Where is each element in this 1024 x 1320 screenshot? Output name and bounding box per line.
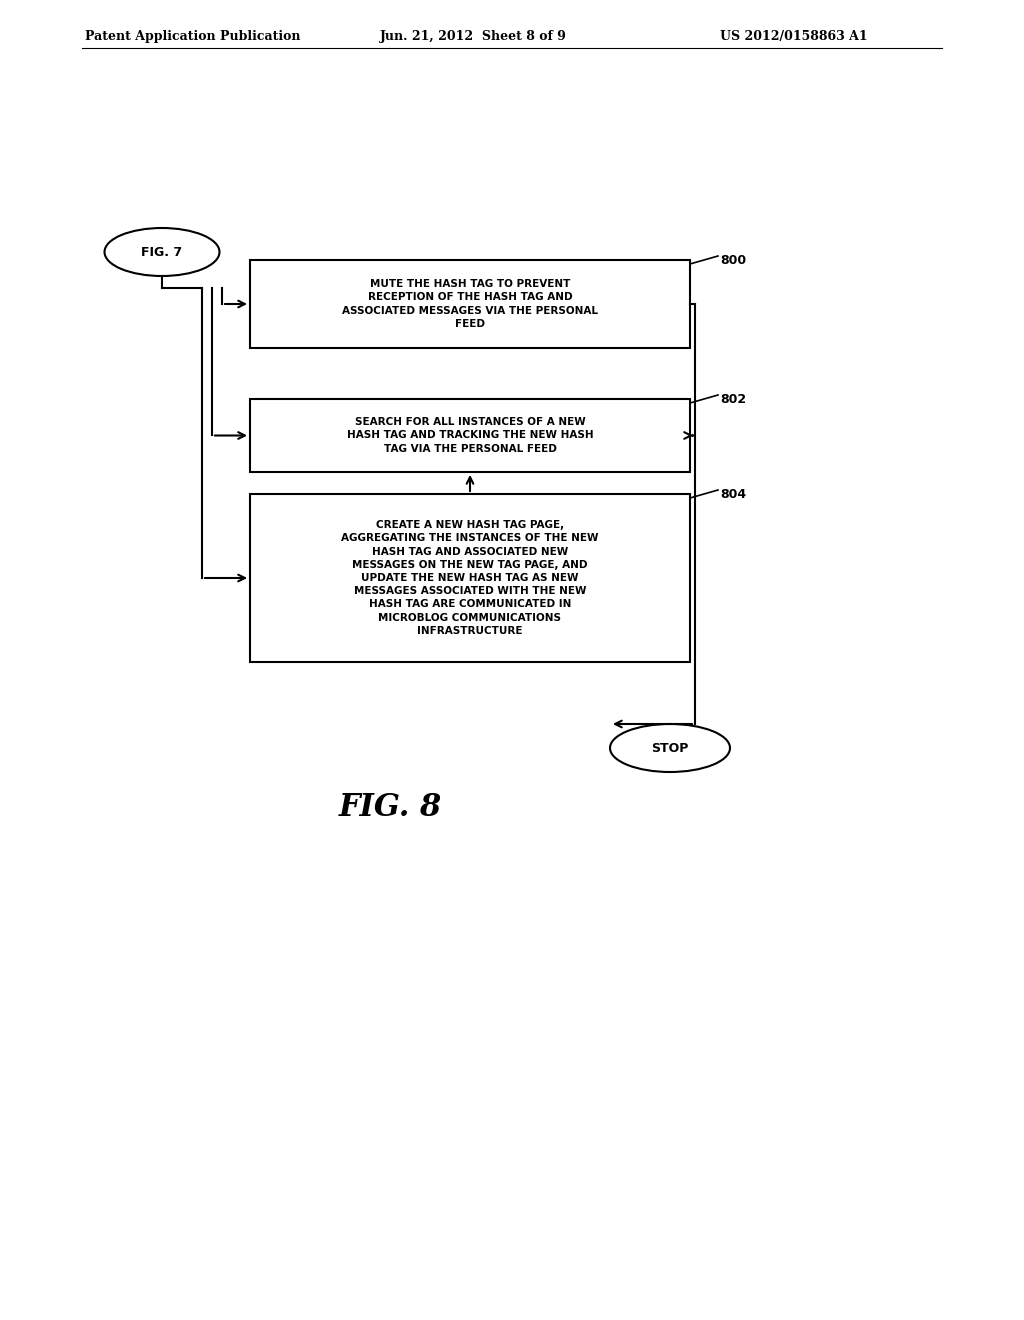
Text: STOP: STOP — [651, 742, 689, 755]
Bar — [250, 494, 690, 663]
Ellipse shape — [610, 723, 730, 772]
Text: FIG. 7: FIG. 7 — [141, 246, 182, 259]
Text: 802: 802 — [720, 393, 746, 407]
Text: FIG. 8: FIG. 8 — [338, 792, 441, 822]
Bar — [250, 260, 690, 348]
Text: SEARCH FOR ALL INSTANCES OF A NEW
HASH TAG AND TRACKING THE NEW HASH
TAG VIA THE: SEARCH FOR ALL INSTANCES OF A NEW HASH T… — [347, 417, 593, 454]
Text: 804: 804 — [720, 488, 746, 502]
Text: Jun. 21, 2012  Sheet 8 of 9: Jun. 21, 2012 Sheet 8 of 9 — [380, 30, 567, 44]
Ellipse shape — [104, 228, 219, 276]
Bar — [250, 399, 690, 473]
Text: 800: 800 — [720, 253, 746, 267]
Text: CREATE A NEW HASH TAG PAGE,
AGGREGATING THE INSTANCES OF THE NEW
HASH TAG AND AS: CREATE A NEW HASH TAG PAGE, AGGREGATING … — [341, 520, 599, 636]
Text: MUTE THE HASH TAG TO PREVENT
RECEPTION OF THE HASH TAG AND
ASSOCIATED MESSAGES V: MUTE THE HASH TAG TO PREVENT RECEPTION O… — [342, 280, 598, 329]
Text: US 2012/0158863 A1: US 2012/0158863 A1 — [720, 30, 867, 44]
Text: Patent Application Publication: Patent Application Publication — [85, 30, 300, 44]
